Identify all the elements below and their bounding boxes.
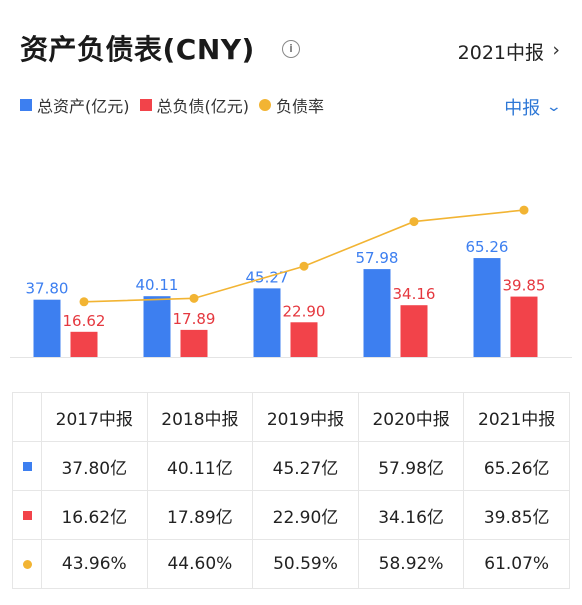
legend-item-liabilities[interactable]: 总负债(亿元) <box>139 93 250 117</box>
table-cell: 57.98亿 <box>357 441 465 491</box>
square-marker-icon <box>22 462 32 471</box>
info-icon[interactable]: i <box>282 40 300 58</box>
ratio-point <box>79 297 89 307</box>
table-cell: 40.11亿 <box>146 441 254 491</box>
row-marker-cell <box>12 539 42 589</box>
page-title: 资产负债表(CNY) <box>20 33 255 66</box>
data-label-liabilities: 17.89 <box>173 310 216 328</box>
data-label-liabilities: 16.62 <box>63 312 106 330</box>
legend-item-assets[interactable]: 总资产(亿元) <box>20 93 130 117</box>
legend-item-ratio[interactable]: 负债率 <box>259 93 324 117</box>
bar-liabilities <box>400 305 428 357</box>
table-corner-cell <box>12 392 42 442</box>
period-selector[interactable]: 2021中报 <box>457 42 544 64</box>
table-row-liabilities: 16.62亿 17.89亿 22.90亿 34.16亿 39.85亿 <box>12 490 570 540</box>
bar-liabilities <box>70 331 98 357</box>
table-cell: 39.85亿 <box>463 490 570 540</box>
legend-label-assets: 总资产(亿元) <box>37 97 130 116</box>
row-marker-cell <box>12 490 42 540</box>
ratio-point <box>519 205 529 215</box>
table-header-cell: 2019中报 <box>252 392 359 442</box>
table-cell: 50.59% <box>252 539 359 589</box>
data-label-assets: 37.80 <box>26 280 69 298</box>
table-cell: 17.89亿 <box>146 490 254 540</box>
table-cell: 16.62亿 <box>41 490 148 540</box>
chart-legend: 总资产(亿元) 总负债(亿元) 负债率 <box>20 94 334 116</box>
chevron-right-icon[interactable]: › <box>552 39 560 61</box>
bar-liabilities <box>510 296 538 357</box>
square-marker-icon <box>22 511 32 520</box>
table-header-row: 2017中报 2018中报 2019中报 2020中报 2021中报 <box>12 392 570 442</box>
ratio-point <box>189 293 199 303</box>
bar-liabilities <box>290 322 318 357</box>
bar-assets <box>473 258 501 357</box>
table-cell: 45.27亿 <box>252 441 359 491</box>
table-header-cell: 2021中报 <box>463 392 570 442</box>
dot-marker-icon <box>22 560 32 569</box>
bar-assets <box>363 269 391 357</box>
bar-assets <box>33 299 61 357</box>
table-header-cell: 2020中报 <box>357 392 465 442</box>
table-cell: 65.26亿 <box>463 441 570 491</box>
chevron-down-icon: ⌄ <box>545 99 563 115</box>
bar-assets <box>143 296 171 357</box>
table-header-cell: 2018中报 <box>146 392 254 442</box>
table-row-assets: 37.80亿 40.11亿 45.27亿 57.98亿 65.26亿 <box>12 441 570 491</box>
data-label-assets: 65.26 <box>466 238 509 256</box>
bar-assets <box>253 288 281 357</box>
row-marker-cell <box>12 441 42 491</box>
table-cell: 34.16亿 <box>357 490 465 540</box>
ratio-point <box>299 261 309 271</box>
table-row-ratio: 43.96% 44.60% 50.59% 58.92% 61.07% <box>12 539 570 589</box>
table-cell: 22.90亿 <box>252 490 359 540</box>
legend-label-liabilities: 总负债(亿元) <box>156 97 250 116</box>
table-cell: 43.96% <box>41 539 148 589</box>
legend-swatch-assets <box>20 99 32 111</box>
data-label-assets: 40.11 <box>136 276 179 294</box>
table-cell: 61.07% <box>463 539 570 589</box>
data-label-liabilities: 39.85 <box>503 277 546 295</box>
table-header-cell: 2017中报 <box>41 392 148 442</box>
data-label-liabilities: 22.90 <box>283 302 326 320</box>
report-type-label: 中报 <box>504 98 541 119</box>
bar-liabilities <box>180 329 208 357</box>
legend-swatch-liabilities <box>139 99 152 111</box>
data-table: 2017中报 2018中报 2019中报 2020中报 2021中报 37.80… <box>12 392 570 589</box>
table-cell: 44.60% <box>146 539 254 589</box>
data-label-liabilities: 34.16 <box>393 285 436 303</box>
legend-swatch-ratio <box>259 99 271 111</box>
balance-chart: 37.8016.6240.1117.8945.2722.9057.9834.16… <box>10 205 572 358</box>
header: 资产负债表(CNY) i 2021中报 › <box>0 0 582 80</box>
report-type-selector[interactable]: 中报 ⌄ <box>504 94 563 120</box>
data-label-assets: 57.98 <box>356 249 399 267</box>
table-cell: 58.92% <box>357 539 465 589</box>
table-cell: 37.80亿 <box>41 441 148 491</box>
legend-label-ratio: 负债率 <box>276 97 325 116</box>
ratio-point <box>409 217 419 227</box>
